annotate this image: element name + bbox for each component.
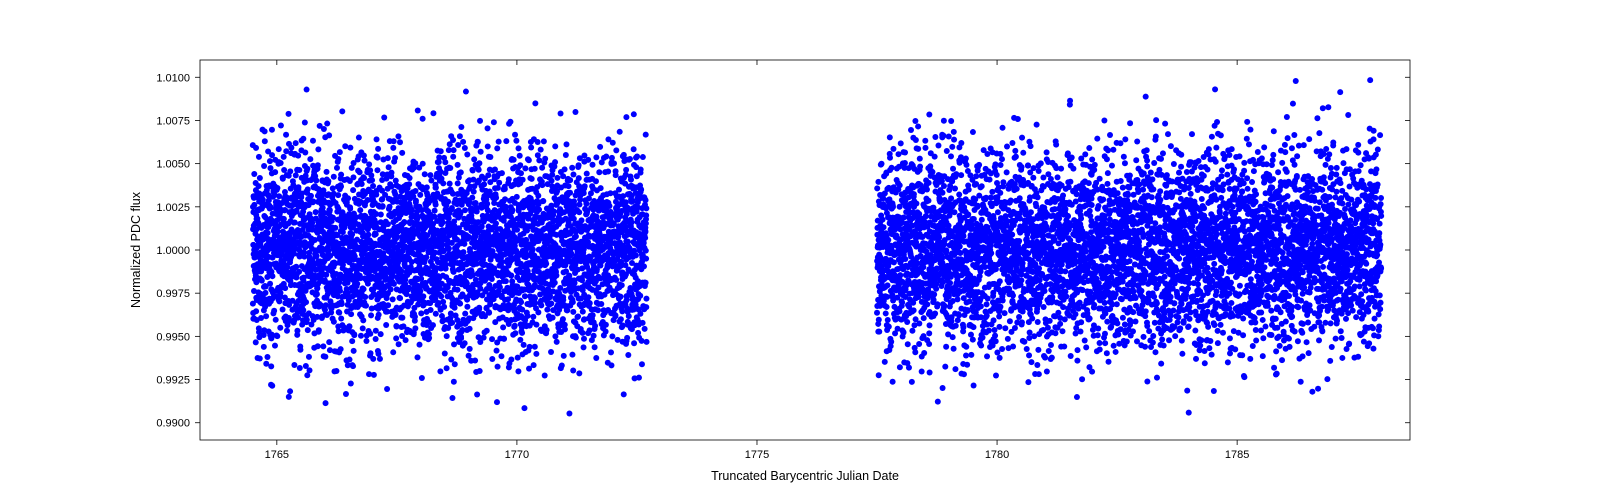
x-axis-label: Truncated Barycentric Julian Date: [711, 469, 899, 483]
y-tick-label: 0.9950: [156, 331, 190, 343]
y-tick-label: 0.9925: [156, 375, 190, 387]
x-tick-label: 1785: [1225, 449, 1249, 461]
y-tick-label: 1.0000: [156, 245, 190, 257]
x-tick-label: 1780: [985, 449, 1009, 461]
y-tick-label: 1.0100: [156, 72, 190, 84]
y-tick-label: 0.9900: [156, 418, 190, 430]
y-tick-label: 1.0050: [156, 159, 190, 171]
y-tick-label: 0.9975: [156, 288, 190, 300]
x-tick-label: 1775: [745, 449, 769, 461]
y-tick-label: 1.0025: [156, 202, 190, 214]
light-curve-chart: 1765 1770 1775 1780 1785 0.9900 0.9925 0.9950 0.…: [0, 0, 1600, 500]
x-tick-label: 1765: [265, 449, 289, 461]
x-tick-label: 1770: [505, 449, 529, 461]
y-tick-label: 1.0075: [156, 115, 190, 127]
y-axis-label: Normalized PDC flux: [129, 191, 143, 308]
